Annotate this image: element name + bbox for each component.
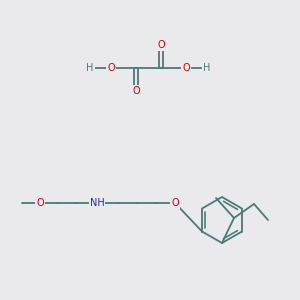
Text: H: H <box>203 63 211 73</box>
Text: O: O <box>107 63 115 73</box>
Text: O: O <box>182 63 190 73</box>
Text: O: O <box>36 198 44 208</box>
Text: NH: NH <box>90 198 104 208</box>
Text: O: O <box>132 86 140 96</box>
Text: H: H <box>86 63 94 73</box>
Text: O: O <box>171 198 179 208</box>
Text: O: O <box>157 40 165 50</box>
